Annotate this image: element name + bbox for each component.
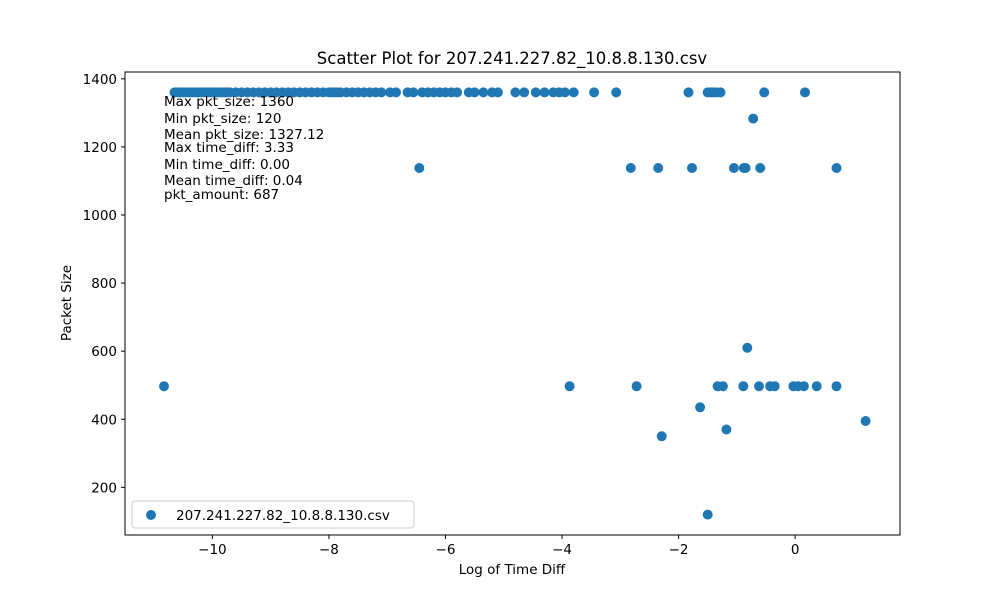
y-tick-label: 600 xyxy=(91,344,117,360)
plot-frame xyxy=(124,71,901,536)
data-point xyxy=(831,163,842,173)
data-point xyxy=(740,163,751,173)
data-point xyxy=(530,87,541,98)
data-point xyxy=(653,163,664,173)
legend-box xyxy=(131,500,415,529)
data-point xyxy=(625,163,636,173)
data-point xyxy=(656,431,667,442)
legend-marker xyxy=(146,510,156,520)
x-axis-label: Log of Time Diff xyxy=(459,562,566,578)
stats-annotations: Max pkt_size: 1360 Min pkt_size: 120 Mea… xyxy=(164,94,324,203)
scatter-points xyxy=(159,87,871,520)
annotation-min-time-diff: Min time_diff: 0.00 xyxy=(164,157,290,173)
y-tick-label: 400 xyxy=(91,412,117,428)
data-point xyxy=(755,163,766,173)
annotation-min-pkt-size: Min pkt_size: 120 xyxy=(164,111,281,127)
annotation-max-time-diff: Max time_diff: 3.33 xyxy=(164,140,294,156)
data-point xyxy=(589,87,600,98)
data-point xyxy=(748,113,759,124)
data-point xyxy=(559,87,570,98)
annotation-mean-pkt-size: Mean pkt_size: 1327.12 xyxy=(164,127,324,143)
data-point xyxy=(159,381,169,392)
data-point xyxy=(611,87,622,98)
x-axis: −10 −8 −6 −4 −2 0 xyxy=(198,535,799,558)
data-point xyxy=(715,87,726,98)
data-point xyxy=(831,381,842,392)
data-point xyxy=(800,87,810,98)
data-point xyxy=(759,87,770,98)
data-point xyxy=(687,163,697,173)
y-tick-label: 200 xyxy=(91,480,117,496)
x-tick-label: −10 xyxy=(198,542,227,558)
data-point xyxy=(492,87,503,98)
data-point xyxy=(717,381,728,392)
y-tick-label: 1200 xyxy=(83,140,117,156)
data-point xyxy=(695,402,706,413)
legend: 207.241.227.82_10.8.8.130.csv xyxy=(131,500,415,529)
y-tick-label: 800 xyxy=(91,276,117,292)
data-point xyxy=(452,87,463,98)
data-point xyxy=(811,381,822,392)
data-point xyxy=(414,163,425,173)
legend-label: 207.241.227.82_10.8.8.130.csv xyxy=(176,508,390,524)
data-point xyxy=(519,87,530,98)
data-point xyxy=(469,87,480,98)
data-point xyxy=(702,509,713,520)
y-tick-label: 1400 xyxy=(83,72,117,88)
data-point xyxy=(478,87,489,98)
y-tick-label: 1000 xyxy=(83,208,117,224)
data-point xyxy=(564,381,575,392)
data-point xyxy=(721,424,732,435)
annotation-mean-time-diff: Mean time_diff: 0.04 xyxy=(164,173,303,189)
data-point xyxy=(539,87,550,98)
data-point xyxy=(510,87,521,98)
x-tick-label: −6 xyxy=(436,542,456,558)
data-point xyxy=(376,87,387,98)
data-point xyxy=(683,87,694,98)
data-point xyxy=(728,163,739,173)
x-tick-label: −8 xyxy=(319,542,339,558)
annotation-pkt-amount: pkt_amount: 687 xyxy=(164,187,279,203)
x-tick-label: −2 xyxy=(669,542,689,558)
chart-title: Scatter Plot for 207.241.227.82_10.8.8.1… xyxy=(317,49,708,69)
x-tick-label: −4 xyxy=(552,542,572,558)
data-point xyxy=(631,381,642,392)
annotation-max-pkt-size: Max pkt_size: 1360 xyxy=(164,94,294,110)
data-point xyxy=(754,381,764,392)
y-axis-label: Packet Size xyxy=(59,265,75,341)
data-point xyxy=(738,381,749,392)
data-point xyxy=(798,381,809,392)
data-point xyxy=(408,87,419,98)
x-tick-label: 0 xyxy=(791,542,800,558)
data-point xyxy=(742,342,753,353)
data-point xyxy=(860,416,871,426)
y-axis: 200 400 600 800 1000 1200 1400 xyxy=(83,72,125,496)
data-point xyxy=(568,87,579,98)
data-point xyxy=(769,381,780,392)
data-point xyxy=(391,87,401,98)
